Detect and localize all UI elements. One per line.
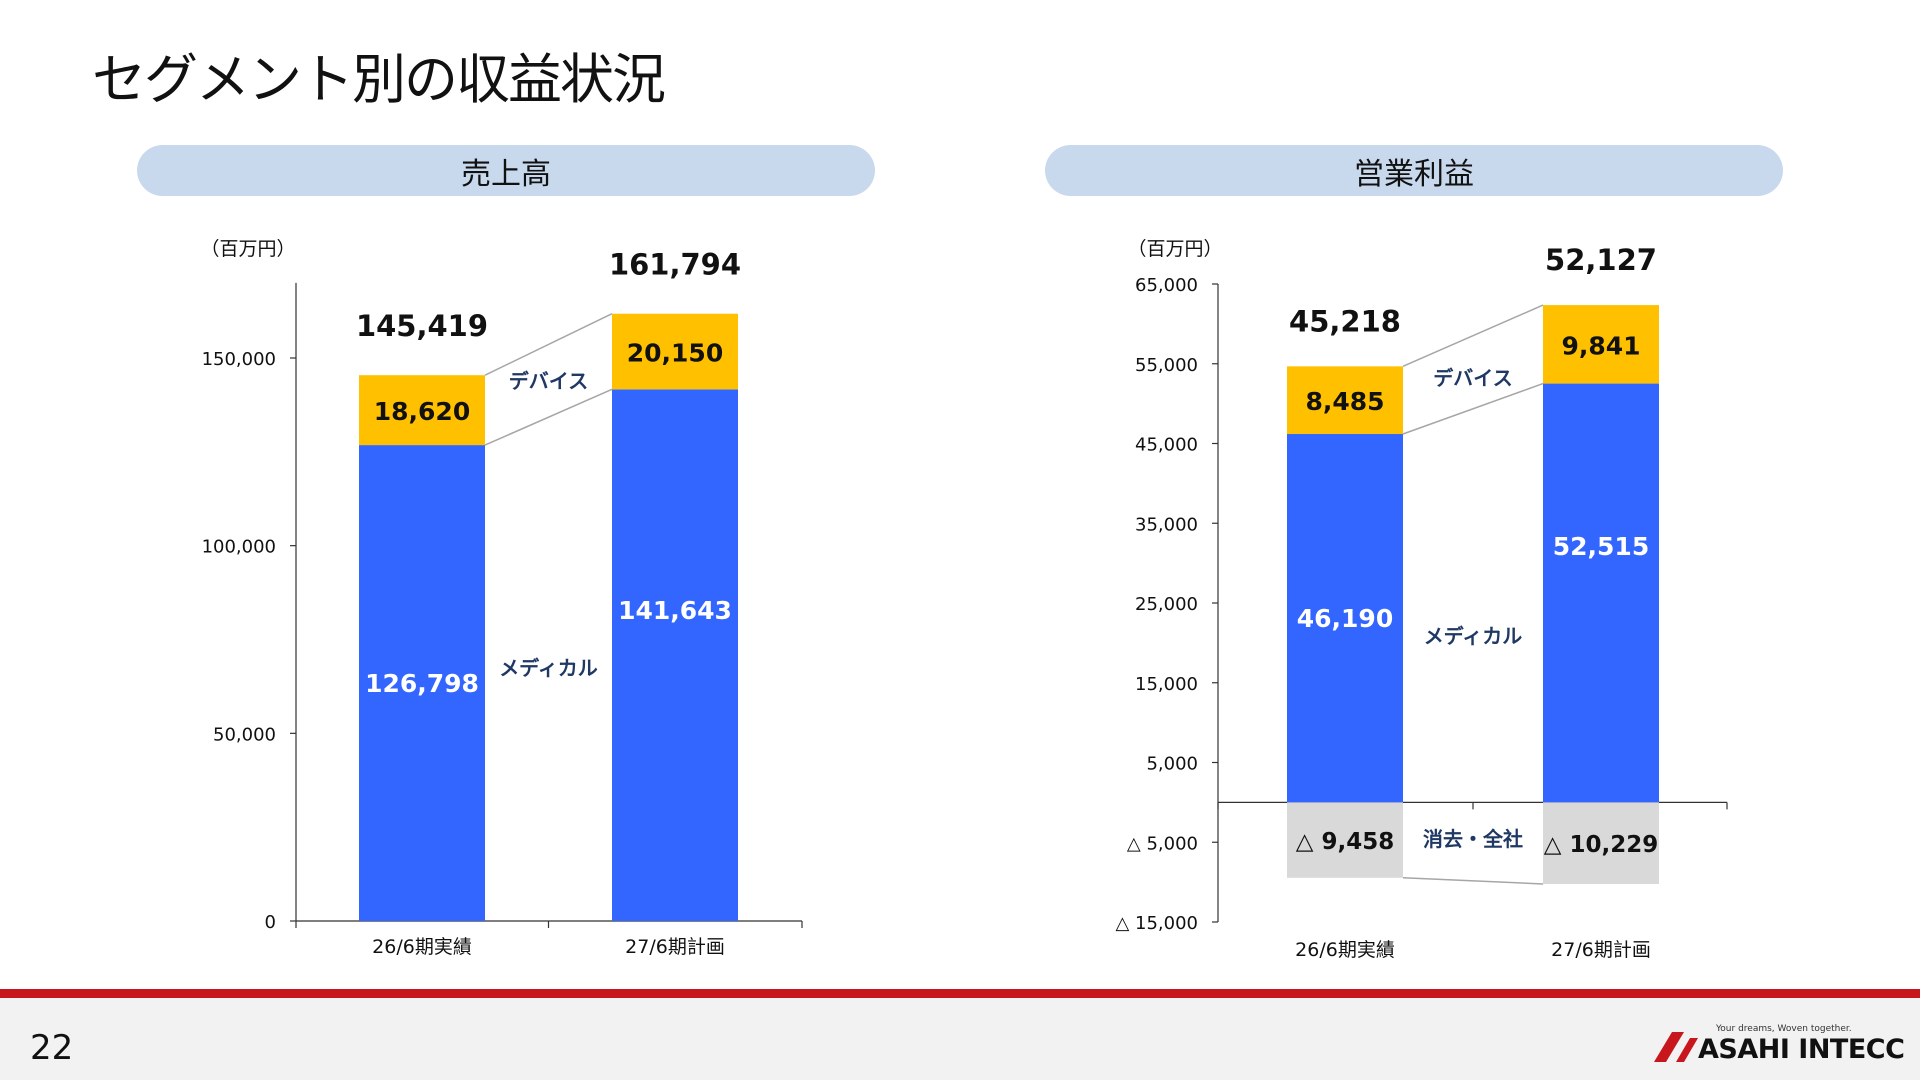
y-tick-label: 65,000 xyxy=(1135,275,1198,296)
profit-chart-title: 営業利益 xyxy=(1354,156,1474,192)
bar-elimination xyxy=(1287,802,1403,878)
y-tick-label: 55,000 xyxy=(1135,355,1198,376)
y-tick-label: 0 xyxy=(265,912,276,933)
unit-label: （百万円） xyxy=(1127,238,1222,260)
bar-device xyxy=(359,375,485,446)
y-tick-label: 5,000 xyxy=(1146,754,1198,775)
profit-chart-header: 営業利益 xyxy=(1045,145,1783,196)
data-label-total: 145,419 xyxy=(356,309,488,343)
bar-device xyxy=(1543,305,1659,384)
segment-label-device: デバイス xyxy=(509,369,588,393)
bar-medical xyxy=(1543,383,1659,803)
y-tick-label: 50,000 xyxy=(213,724,276,745)
connector-line xyxy=(484,313,613,376)
data-label-elimination: △ 10,229 xyxy=(1544,832,1658,858)
segment-label-medical: メディカル xyxy=(499,656,598,680)
data-label-elimination: △ 9,458 xyxy=(1296,829,1394,855)
connector-line xyxy=(1402,877,1544,885)
data-label-device: 20,150 xyxy=(627,339,723,368)
x-tick-label: 26/6期実績 xyxy=(372,936,472,958)
bar-elimination xyxy=(1543,802,1659,884)
segment-label-device: デバイス xyxy=(1433,366,1512,390)
segment-label-elimination: 消去・全社 xyxy=(1423,827,1523,851)
connector-line xyxy=(484,388,613,446)
connector-line xyxy=(1402,304,1544,368)
logo-brand: ASAHI INTECC xyxy=(1698,1034,1905,1065)
page-number: 22 xyxy=(30,1028,74,1068)
bar-device xyxy=(612,313,738,390)
company-logo: Your dreams, Woven together. ASAHI INTEC… xyxy=(1652,1022,1905,1065)
footer xyxy=(0,998,1920,1080)
x-tick-label: 27/6期計画 xyxy=(625,936,725,958)
y-tick-label: △ 15,000 xyxy=(1115,913,1198,934)
y-tick-label: 150,000 xyxy=(202,349,276,370)
y-tick-label: 100,000 xyxy=(202,537,276,558)
y-tick-label: 35,000 xyxy=(1135,514,1198,535)
sales-chart: （百万円） 0 50,000 100,000 150,000 126,798 18,620 1… xyxy=(200,238,803,958)
connector-line xyxy=(1402,382,1544,435)
data-label-medical: 46,190 xyxy=(1297,604,1393,633)
x-tick-label: 27/6期計画 xyxy=(1551,939,1651,961)
data-label-medical: 52,515 xyxy=(1553,532,1649,561)
y-tick-label: 25,000 xyxy=(1135,594,1198,615)
profit-chart: （百万円） △ 15,000 △ 5,000 5,000 15,000 25,000 35,… xyxy=(1115,238,1728,961)
data-label-device: 18,620 xyxy=(374,397,470,426)
data-label-total: 161,794 xyxy=(609,248,741,282)
bar-medical xyxy=(359,445,485,921)
logo-tagline: Your dreams, Woven together. xyxy=(1716,1024,1852,1034)
logo-mark-icon xyxy=(1654,1032,1698,1062)
sales-chart-header: 売上高 xyxy=(137,145,875,196)
unit-label: （百万円） xyxy=(200,238,295,260)
y-tick-label: 15,000 xyxy=(1135,674,1198,695)
data-label-medical: 126,798 xyxy=(365,669,479,698)
y-tick-label: 45,000 xyxy=(1135,435,1198,456)
data-label-total: 45,218 xyxy=(1289,304,1401,338)
bar-device xyxy=(1287,366,1403,435)
bar-medical xyxy=(1287,434,1403,803)
y-tick-label: △ 5,000 xyxy=(1127,833,1198,854)
sales-chart-title: 売上高 xyxy=(461,156,551,192)
data-label-device: 8,485 xyxy=(1305,387,1384,416)
segment-label-medical: メディカル xyxy=(1424,624,1523,648)
data-label-total: 52,127 xyxy=(1545,243,1657,277)
page-title: セグメント別の収益状況 xyxy=(92,48,666,111)
data-label-device: 9,841 xyxy=(1561,331,1640,360)
data-label-medical: 141,643 xyxy=(618,596,732,625)
x-tick-label: 26/6期実績 xyxy=(1295,939,1395,961)
bar-medical xyxy=(612,389,738,922)
footer-accent-bar xyxy=(0,989,1920,998)
